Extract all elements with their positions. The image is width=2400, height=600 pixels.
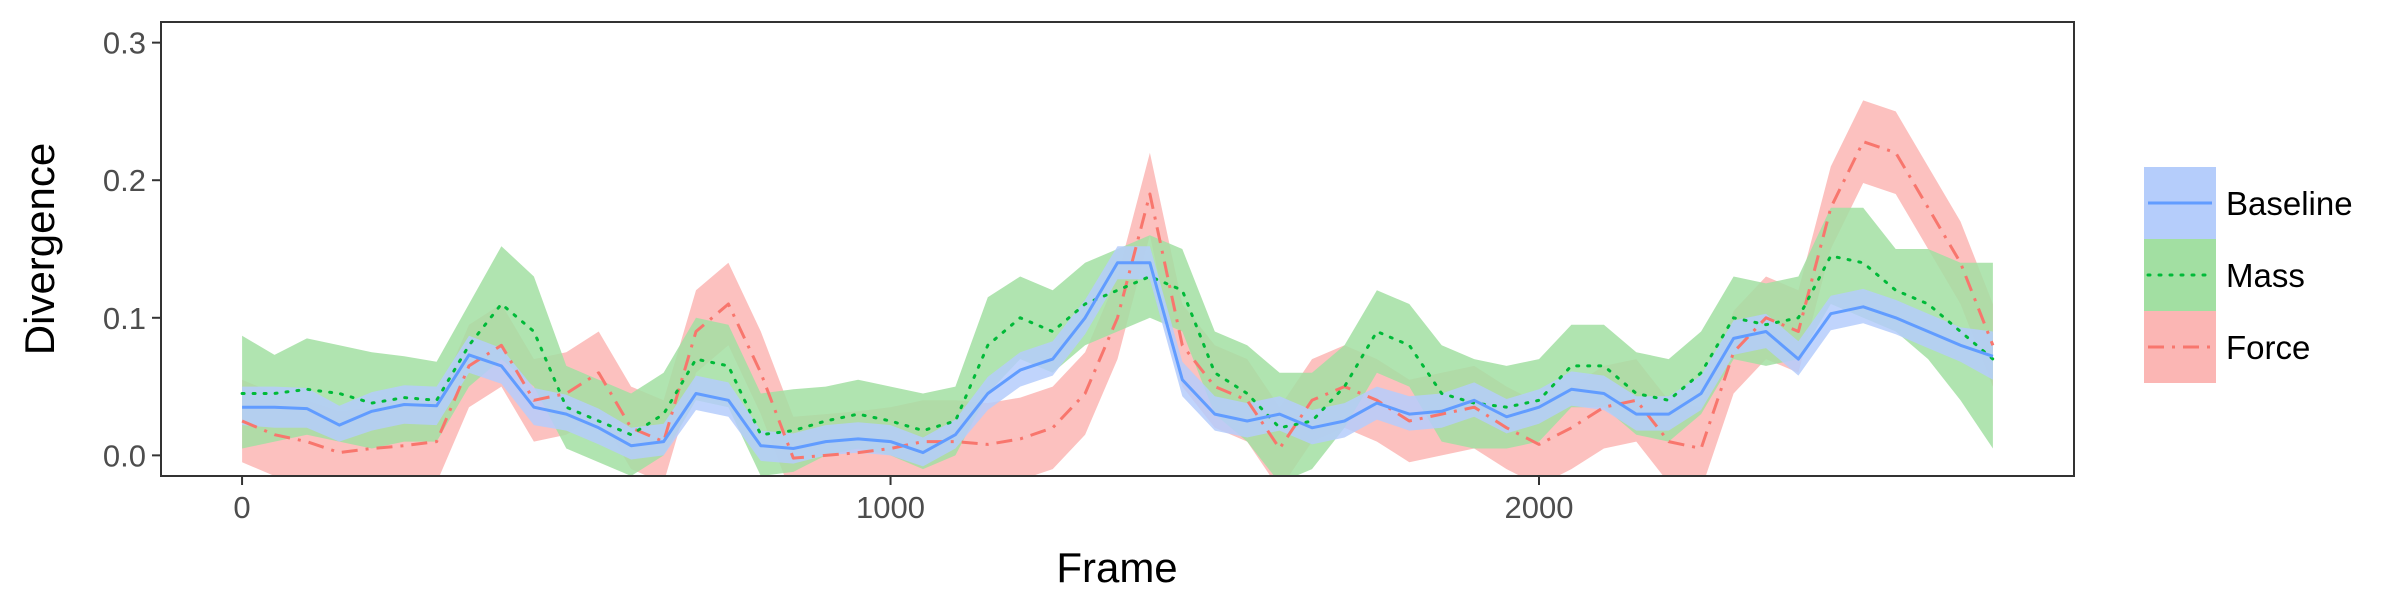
x-tick-label: 2000 <box>1505 490 1574 525</box>
confidence-bands <box>242 100 1993 476</box>
mass-series-line <box>240 254 1995 437</box>
y-axis: 0.0 0.1 0.2 0.3 <box>103 26 161 473</box>
y-axis-title: Divergence <box>16 143 63 355</box>
plot-panel-border <box>160 21 2075 477</box>
x-tick-label: 1000 <box>856 490 925 525</box>
y-tick-label: 0.1 <box>103 301 146 336</box>
legend-label-mass: Mass <box>2226 257 2305 294</box>
x-axis-title: Frame <box>1056 544 1177 591</box>
y-tick-label: 0.2 <box>103 163 146 198</box>
legend-label-baseline: Baseline <box>2226 185 2353 222</box>
force-series-line <box>241 140 1995 460</box>
legend-label-force: Force <box>2226 329 2310 366</box>
baseline-series-line <box>242 261 1994 455</box>
legend: Baseline Mass Force <box>2144 167 2353 383</box>
y-tick-label: 0.3 <box>103 26 146 61</box>
x-axis: 0 1000 2000 <box>233 476 1573 525</box>
series-lines <box>240 140 1995 460</box>
x-tick-label: 0 <box>233 490 250 525</box>
baseline-confidence-band <box>242 246 1993 467</box>
y-tick-label: 0.0 <box>103 438 146 473</box>
